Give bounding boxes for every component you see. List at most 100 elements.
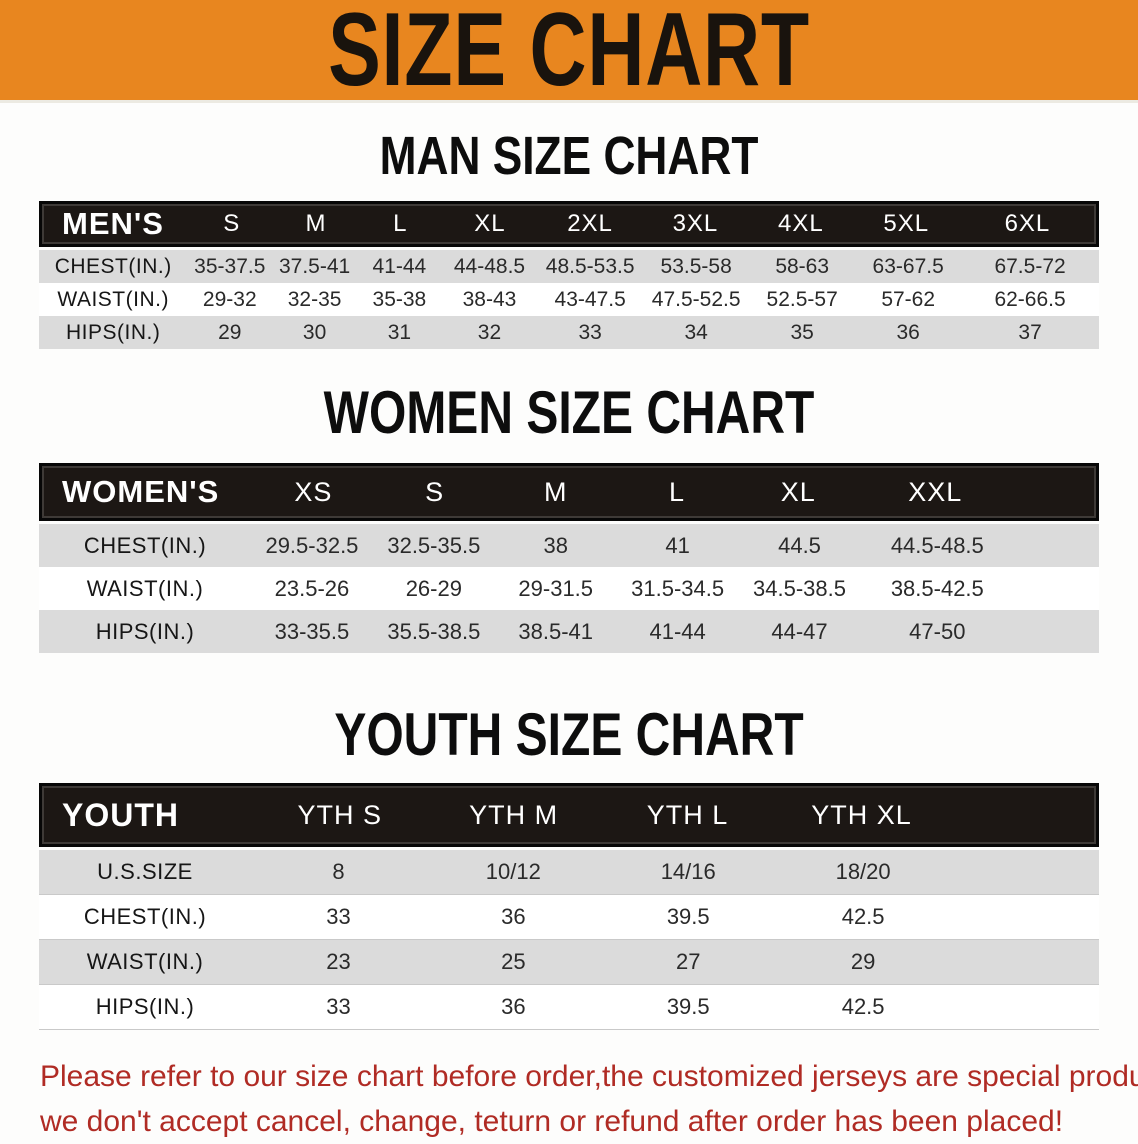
size-value-cell: 42.5 <box>841 994 885 1019</box>
size-value-cell: 36 <box>501 994 526 1019</box>
youth-group-label: YOUTH <box>62 796 179 833</box>
size-value-cell: 42.5 <box>841 904 885 929</box>
size-value-cell: 29 <box>850 949 876 974</box>
size-value-cell: 31 <box>387 320 412 344</box>
size-value-cell: 35-37.5 <box>194 254 266 278</box>
size-value-cell: 39.5 <box>666 904 710 929</box>
size-value-cell: 53.5-58 <box>660 254 732 278</box>
size-value-cell: 48.5-53.5 <box>545 254 635 278</box>
row-label: WAIST(IN.) <box>86 949 204 974</box>
table-row-chest: CHEST(IN.) 33 36 39.5 42.5 <box>39 895 1099 940</box>
mens-size-table: MEN'S S M L XL 2XL 3XL 4XL 5XL 6XL CHEST… <box>39 201 1099 349</box>
mens-header-row: MEN'S S M L XL 2XL 3XL 4XL 5XL 6XL <box>39 201 1099 247</box>
size-value-cell: 47.5-52.5 <box>651 287 741 311</box>
size-value-cell: 58-63 <box>775 254 830 278</box>
size-value-cell: 23 <box>326 949 351 974</box>
size-value-cell: 26-29 <box>405 575 462 601</box>
row-label: HIPS(IN.) <box>95 994 195 1019</box>
size-value-cell: 31.5-34.5 <box>631 575 725 601</box>
column-header: XL <box>474 210 506 237</box>
size-value-cell: 36 <box>501 904 526 929</box>
size-value-cell: 44-47 <box>771 618 828 644</box>
column-header: YTH XL <box>811 799 912 830</box>
man-size-chart-heading: MAN SIZE CHART <box>379 126 759 186</box>
row-label: WAIST(IN.) <box>57 287 169 311</box>
row-label: WAIST(IN.) <box>86 575 204 601</box>
column-header: 6XL <box>1004 210 1051 237</box>
size-value-cell: 29 <box>218 320 242 344</box>
row-label: U.S.SIZE <box>97 859 193 884</box>
size-value-cell: 36 <box>896 320 920 344</box>
table-row-us-size: U.S.SIZE 8 10/12 14/16 18/20 <box>39 850 1099 895</box>
column-header: YTH L <box>646 799 729 830</box>
youth-size-table: YOUTH YTH S YTH M YTH L YTH XL U.S.SIZE … <box>39 783 1099 1030</box>
order-policy-line-2: we don't accept cancel, change, teturn o… <box>40 1105 1064 1138</box>
column-header: L <box>393 210 408 237</box>
mens-group-label: MEN'S <box>62 206 164 241</box>
size-value-cell: 33 <box>326 994 351 1019</box>
size-value-cell: 43-47.5 <box>554 287 626 311</box>
size-value-cell: 38.5-41 <box>518 618 594 644</box>
order-policy-line-1: Please refer to our size chart before or… <box>40 1060 1138 1093</box>
size-value-cell: 52.5-57 <box>766 287 838 311</box>
size-value-cell: 23.5-26 <box>274 575 350 601</box>
size-value-cell: 38.5-42.5 <box>890 575 984 601</box>
size-value-cell: 10/12 <box>485 859 541 884</box>
size-value-cell: 25 <box>501 949 526 974</box>
column-header: L <box>668 476 686 507</box>
column-header: YTH M <box>469 799 559 830</box>
table-row-hips: HIPS(IN.) 33 36 39.5 42.5 <box>39 985 1099 1030</box>
women-size-chart-heading: WOMEN SIZE CHART <box>323 379 815 446</box>
size-value-cell: 57-62 <box>881 287 936 311</box>
size-value-cell: 35 <box>790 320 814 344</box>
table-row-waist: WAIST(IN.) 29-32 32-35 35-38 38-43 43-47… <box>39 283 1099 316</box>
size-value-cell: 33-35.5 <box>274 618 350 644</box>
size-value-cell: 35.5-38.5 <box>387 618 481 644</box>
size-chart-title: SIZE CHART <box>328 0 810 108</box>
column-header: XXL <box>908 476 963 507</box>
youth-section: YOUTH SIZE CHART YOUTH YTH S YTH M YTH L… <box>0 705 1138 1030</box>
size-value-cell: 29-32 <box>202 287 257 311</box>
size-value-cell: 44.5 <box>778 532 821 558</box>
size-value-cell: 44.5-48.5 <box>890 532 984 558</box>
size-value-cell: 37 <box>1018 320 1042 344</box>
size-value-cell: 39.5 <box>666 994 710 1019</box>
size-value-cell: 29-31.5 <box>518 575 594 601</box>
column-header: 5XL <box>883 210 930 237</box>
size-value-cell: 29.5-32.5 <box>265 532 359 558</box>
size-value-cell: 62-66.5 <box>994 287 1066 311</box>
womens-header-row: WOMEN'S XS S M L XL XXL <box>39 463 1099 521</box>
size-value-cell: 44-48.5 <box>453 254 526 278</box>
size-chart-banner: SIZE CHART <box>0 0 1138 103</box>
size-value-cell: 30 <box>302 320 327 344</box>
table-row-waist: WAIST(IN.) 23 25 27 29 <box>39 940 1099 985</box>
column-header: XL <box>780 476 816 507</box>
table-row-hips: HIPS(IN.) 33-35.5 35.5-38.5 38.5-41 41-4… <box>39 610 1099 653</box>
column-header: M <box>305 210 327 237</box>
row-label: HIPS(IN.) <box>66 320 161 344</box>
size-value-cell: 41-44 <box>649 618 706 644</box>
column-header: YTH S <box>297 799 382 830</box>
row-label: CHEST(IN.) <box>54 254 172 278</box>
size-value-cell: 32-35 <box>287 287 342 311</box>
table-row-hips: HIPS(IN.) 29 30 31 32 33 34 35 36 37 <box>39 316 1099 349</box>
size-value-cell: 34.5-38.5 <box>753 575 846 601</box>
womens-size-table: WOMEN'S XS S M L XL XXL CHEST(IN.) 29.5-… <box>39 463 1099 653</box>
size-value-cell: 33 <box>578 320 602 344</box>
size-value-cell: 27 <box>675 949 701 974</box>
men-section: MAN SIZE CHART MEN'S S M L XL 2XL 3XL 4X… <box>0 129 1138 349</box>
row-label: CHEST(IN.) <box>83 532 207 558</box>
womens-group-label: WOMEN'S <box>62 474 220 509</box>
size-value-cell: 37.5-41 <box>278 254 351 278</box>
size-value-cell: 18/20 <box>835 859 891 884</box>
size-value-cell: 38 <box>543 532 568 558</box>
column-header: 3XL <box>672 210 719 237</box>
table-row-chest: CHEST(IN.) 35-37.5 37.5-41 41-44 44-48.5… <box>39 250 1099 283</box>
column-header: XS <box>294 476 333 507</box>
column-header: S <box>425 476 445 507</box>
size-value-cell: 33 <box>326 904 351 929</box>
column-header: 2XL <box>567 210 613 237</box>
column-header: S <box>223 210 241 237</box>
table-row-chest: CHEST(IN.) 29.5-32.5 32.5-35.5 38 41 44.… <box>39 524 1099 567</box>
women-section: WOMEN SIZE CHART WOMEN'S XS S M L XL XXL… <box>0 383 1138 653</box>
